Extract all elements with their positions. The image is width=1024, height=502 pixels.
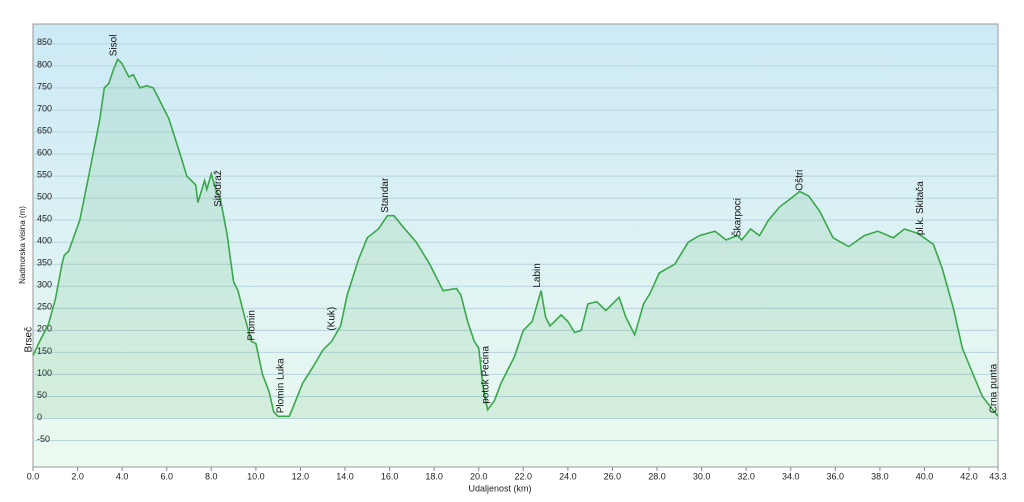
place-label: Sitodraž	[213, 170, 224, 207]
x-tick-label: 30.0	[693, 471, 711, 481]
x-tick-label: 8.0	[205, 471, 218, 481]
y-tick-label: 700	[37, 103, 52, 113]
area-fill	[33, 59, 998, 419]
x-tick-label: 18.0	[425, 471, 443, 481]
y-tick-label: 0	[37, 412, 42, 422]
place-label: Crna punta	[989, 363, 1000, 413]
place-label: Brseč	[24, 327, 35, 353]
x-tick-label: 6.0	[160, 471, 173, 481]
place-label: Oštri	[795, 170, 806, 191]
elevation-line	[32, 57, 999, 418]
y-tick-label: 600	[37, 147, 52, 157]
x-tick-label: 22.0	[515, 471, 533, 481]
x-tick-label: 14.0	[336, 471, 354, 481]
y-tick-label: 850	[37, 37, 52, 47]
y-tick-label: 50	[37, 390, 47, 400]
x-tick-label: 43.3	[989, 471, 1007, 481]
x-tick-label: 20.0	[470, 471, 488, 481]
x-tick-label: 0.0	[27, 471, 40, 481]
x-tick-label: 26.0	[604, 471, 622, 481]
y-tick-label: 100	[37, 368, 52, 378]
x-tick-label: 34.0	[782, 471, 800, 481]
place-label: Plomin Luka	[275, 358, 286, 413]
x-tick-label: 36.0	[827, 471, 845, 481]
x-axis-label: Udaljenost (km)	[468, 483, 531, 493]
place-label: Sisol	[108, 35, 119, 57]
x-tick-label: 16.0	[381, 471, 399, 481]
x-tick-label: 2.0	[71, 471, 84, 481]
x-tick-label: 28.0	[648, 471, 666, 481]
y-tick-label: 750	[37, 81, 52, 91]
place-label: pl.k. Skitača	[915, 181, 926, 235]
place-label: Standar	[380, 177, 391, 213]
place-label: Labin	[532, 263, 543, 287]
y-tick-label: 500	[37, 191, 52, 201]
x-tick-label: 4.0	[116, 471, 129, 481]
y-tick-label: 200	[37, 324, 52, 334]
x-tick-label: 40.0	[916, 471, 934, 481]
x-tick-label: 10.0	[247, 471, 265, 481]
y-tick-label: 650	[37, 125, 52, 135]
plot-area	[32, 23, 999, 468]
x-tick-label: 12.0	[292, 471, 310, 481]
y-tick-label: 450	[37, 214, 52, 224]
y-axis-label: Nadmorska visina (m)	[18, 206, 27, 284]
y-tick-label: -50	[37, 434, 50, 444]
x-tick-label: 38.0	[871, 471, 889, 481]
x-tick-label: 32.0	[737, 471, 755, 481]
place-label: Plomin	[247, 310, 258, 341]
place-label: Škarpoci	[730, 198, 743, 237]
y-tick-label: 350	[37, 258, 52, 268]
y-tick-label: 550	[37, 169, 52, 179]
place-label: (Kuk)	[327, 307, 338, 331]
y-tick-label: 150	[37, 346, 52, 356]
y-tick-label: 250	[37, 302, 52, 312]
x-tick-label: 24.0	[559, 471, 577, 481]
y-tick-label: 800	[37, 59, 52, 69]
y-tick-label: 300	[37, 280, 52, 290]
place-label: potok Pećina	[481, 346, 492, 404]
x-tick-label: 42.0	[960, 471, 978, 481]
y-tick-label: 400	[37, 236, 52, 246]
